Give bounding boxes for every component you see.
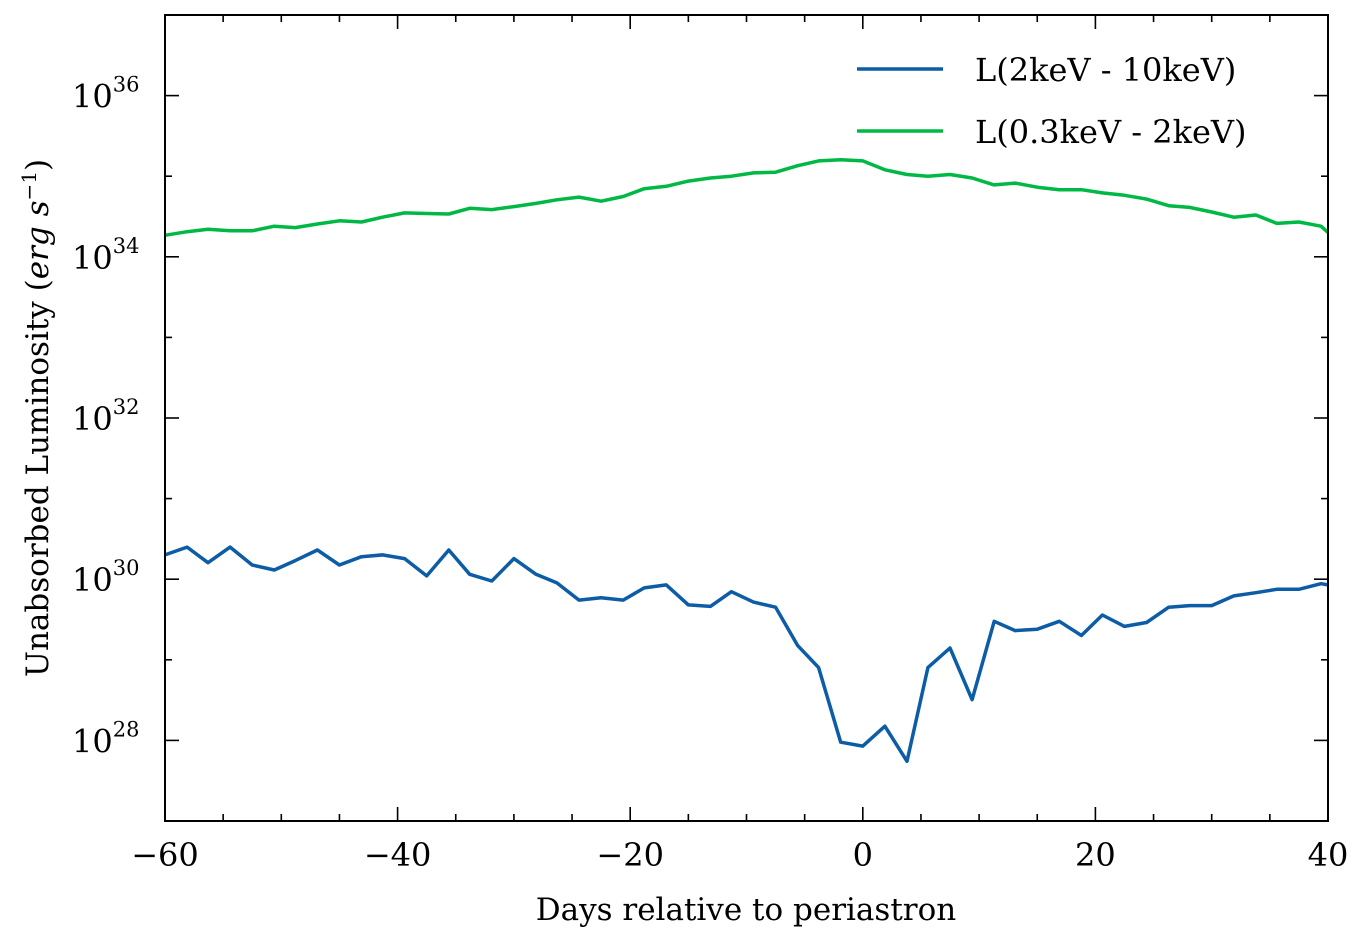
y-axis-label-exp: −1 — [17, 171, 41, 200]
x-tick-label: −60 — [131, 836, 199, 874]
x-tick-label: 0 — [853, 836, 873, 874]
y-tick-exponent: 36 — [113, 73, 140, 97]
series-line-0 — [164, 545, 1329, 764]
y-axis-label-space — [20, 216, 56, 226]
x-tick-label: −40 — [364, 836, 432, 874]
y-tick-base: 10 — [72, 239, 113, 277]
series-line-1 — [164, 157, 1330, 238]
y-tick-base: 10 — [72, 400, 113, 438]
x-axis-label: Days relative to periastron — [536, 892, 956, 928]
y-tick-label: 1032 — [72, 395, 139, 438]
y-tick-base: 10 — [72, 561, 113, 599]
y-axis-label-s: s — [20, 200, 56, 216]
legend-label-l-2-10kev: L(2keV - 10keV) — [975, 51, 1236, 89]
y-tick-label: 1030 — [72, 556, 139, 599]
y-tick-base: 10 — [72, 78, 113, 116]
legend-label-l-0-3-2kev: L(0.3keV - 2keV) — [975, 113, 1247, 151]
plot-frame — [164, 14, 1329, 822]
y-axis-label-close: ) — [20, 159, 56, 171]
y-axis-label-main: Unabsorbed Luminosity ( — [20, 279, 56, 677]
y-tick-exponent: 28 — [113, 717, 140, 741]
legend: L(2keV - 10keV) L(0.3keV - 2keV) — [857, 51, 1247, 151]
lines-layer — [164, 157, 1330, 764]
y-tick-base: 10 — [72, 722, 113, 760]
y-tick-label: 1036 — [72, 73, 139, 116]
y-axis-label-erg: erg — [20, 226, 56, 279]
y-tick-exponent: 32 — [113, 395, 140, 419]
y-axis-label: Unabsorbed Luminosity (erg s−1) — [17, 159, 56, 677]
y-tick-label: 1034 — [72, 234, 139, 277]
y-tick-exponent: 34 — [113, 234, 140, 258]
x-tick-label: 40 — [1308, 836, 1349, 874]
y-tick-label: 1028 — [72, 717, 139, 760]
y-tick-exponent: 30 — [113, 556, 140, 580]
x-tick-label: −20 — [596, 836, 664, 874]
x-tick-label: 20 — [1075, 836, 1116, 874]
